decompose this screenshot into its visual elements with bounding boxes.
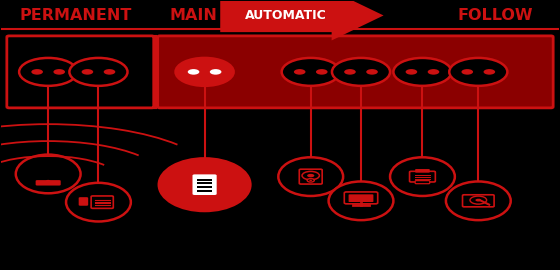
FancyBboxPatch shape [463,195,494,207]
Ellipse shape [159,158,250,211]
Ellipse shape [66,183,131,221]
Circle shape [449,58,507,86]
Circle shape [19,58,77,86]
Ellipse shape [446,181,511,220]
FancyBboxPatch shape [197,186,212,188]
FancyBboxPatch shape [91,196,113,208]
Circle shape [344,69,356,75]
Circle shape [393,58,451,86]
Circle shape [69,58,128,86]
FancyBboxPatch shape [299,169,322,184]
Circle shape [188,69,199,75]
FancyBboxPatch shape [409,171,435,182]
FancyBboxPatch shape [197,178,212,181]
Text: MAIN: MAIN [170,8,217,23]
FancyBboxPatch shape [7,36,154,108]
Circle shape [104,69,115,75]
Text: AUTOMATIC: AUTOMATIC [245,9,326,22]
Circle shape [475,199,481,201]
Ellipse shape [278,157,343,196]
FancyBboxPatch shape [197,190,212,192]
FancyBboxPatch shape [415,169,430,173]
Circle shape [82,69,93,75]
Circle shape [53,69,65,75]
Ellipse shape [329,181,393,220]
Circle shape [470,196,487,204]
Circle shape [316,69,328,75]
FancyBboxPatch shape [197,182,212,184]
FancyBboxPatch shape [348,194,374,202]
Circle shape [294,69,306,75]
Circle shape [46,180,50,182]
Circle shape [405,69,417,75]
Circle shape [332,58,390,86]
FancyBboxPatch shape [220,0,384,40]
Circle shape [461,69,473,75]
Ellipse shape [16,155,81,193]
Circle shape [307,178,314,182]
Circle shape [483,69,495,75]
Circle shape [175,58,234,86]
FancyBboxPatch shape [415,181,430,184]
FancyBboxPatch shape [193,174,217,195]
Circle shape [210,69,221,75]
FancyBboxPatch shape [36,180,60,185]
Circle shape [282,58,340,86]
FancyBboxPatch shape [78,197,88,206]
Text: FOLLOW: FOLLOW [458,8,533,23]
Circle shape [302,171,319,180]
FancyBboxPatch shape [158,36,553,108]
Circle shape [309,180,312,181]
Text: PERMANENT: PERMANENT [20,8,132,23]
Ellipse shape [390,157,455,196]
Circle shape [366,69,378,75]
Circle shape [307,174,314,177]
Circle shape [428,69,439,75]
FancyBboxPatch shape [344,192,377,204]
Circle shape [31,69,43,75]
